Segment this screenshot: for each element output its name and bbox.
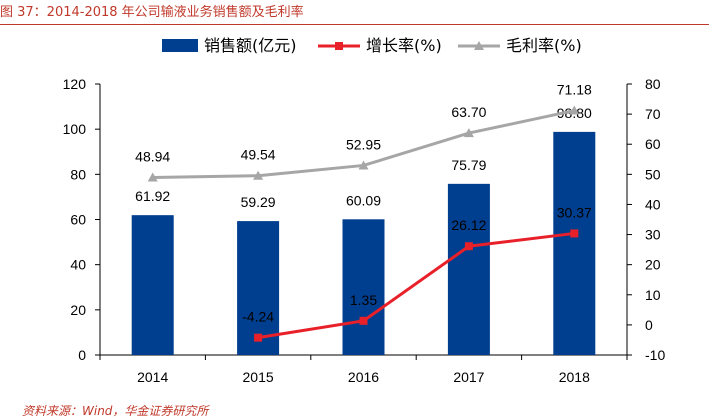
- growth-value-label: -4.24: [242, 309, 274, 325]
- left-tick-label: 80: [70, 166, 86, 182]
- margin-point: [569, 105, 580, 115]
- margin-value-label: 49.54: [241, 147, 276, 163]
- margin-point: [358, 160, 369, 170]
- right-tick-label: 10: [645, 287, 661, 303]
- legend-marker-margin: [474, 41, 484, 50]
- margin-value-label: 63.70: [451, 104, 486, 120]
- bar-value-label: 60.09: [346, 192, 381, 208]
- bar-value-label: 75.79: [451, 157, 486, 173]
- margin-value-label: 52.95: [346, 136, 381, 152]
- x-tick-label: 2016: [348, 369, 379, 385]
- right-tick-label: 60: [645, 136, 661, 152]
- right-tick-label: 0: [645, 317, 653, 333]
- bar-sales: [447, 183, 490, 355]
- growth-point: [464, 242, 473, 251]
- left-tick-label: 0: [78, 347, 86, 363]
- x-tick-label: 2015: [243, 369, 274, 385]
- right-tick-label: 80: [645, 76, 661, 92]
- legend-label-growth: 增长率(%): [366, 36, 442, 55]
- caption-divider: [0, 24, 709, 25]
- bar-sales: [237, 221, 280, 355]
- x-tick-label: 2017: [453, 369, 484, 385]
- figure-caption: 图 37：2014-2018 年公司输液业务销售额及毛利率: [0, 5, 304, 20]
- growth-point: [570, 229, 579, 238]
- left-tick-label: 120: [63, 76, 87, 92]
- bar-sales: [342, 219, 385, 355]
- legend-marker-growth: [335, 42, 343, 50]
- right-tick-label: 40: [645, 196, 661, 212]
- bar-value-label: 59.29: [241, 194, 276, 210]
- margin-value-label: 71.18: [557, 82, 592, 98]
- margin-point: [463, 128, 474, 138]
- right-tick-label: 50: [645, 166, 661, 182]
- growth-point: [254, 333, 263, 342]
- bar-value-label: 61.92: [135, 188, 170, 204]
- growth-line: [257, 231, 575, 340]
- bar-sales: [131, 215, 174, 355]
- x-tick-label: 2018: [559, 369, 590, 385]
- bar-sales: [553, 131, 596, 355]
- right-tick-label: 30: [645, 227, 661, 243]
- right-tick-label: -10: [645, 347, 665, 363]
- margin-point: [253, 170, 264, 180]
- margin-point: [147, 172, 158, 182]
- left-tick-label: 60: [70, 212, 86, 228]
- right-tick-label: 20: [645, 257, 661, 273]
- left-tick-label: 100: [63, 121, 87, 137]
- right-tick-label: 70: [645, 106, 661, 122]
- source-note: 资料来源：Wind，华金证券研究所: [22, 404, 209, 418]
- growth-value-label: 26.12: [451, 217, 486, 233]
- left-tick-label: 40: [70, 257, 86, 273]
- x-tick-label: 2014: [137, 369, 168, 385]
- growth-point: [359, 316, 368, 325]
- left-tick-label: 20: [70, 302, 86, 318]
- legend-label-margin: 毛利率(%): [506, 36, 582, 55]
- legend-swatch-sales: [162, 39, 198, 52]
- margin-value-label: 48.94: [135, 149, 170, 165]
- growth-value-label: 1.35: [350, 292, 377, 308]
- growth-value-label: 30.37: [557, 204, 592, 220]
- legend-label-sales: 销售额(亿元): [204, 36, 297, 55]
